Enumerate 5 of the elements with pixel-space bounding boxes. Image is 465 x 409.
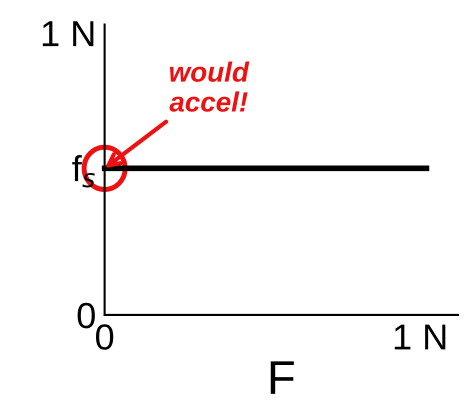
x-axis-title: F <box>270 361 294 394</box>
y-tick-label: f$_{s}$ <box>72 155 95 188</box>
annotation: would accel! <box>170 61 250 112</box>
y-tick-label: 1 N <box>42 21 94 46</box>
y-tick-label: 0 <box>78 302 95 328</box>
